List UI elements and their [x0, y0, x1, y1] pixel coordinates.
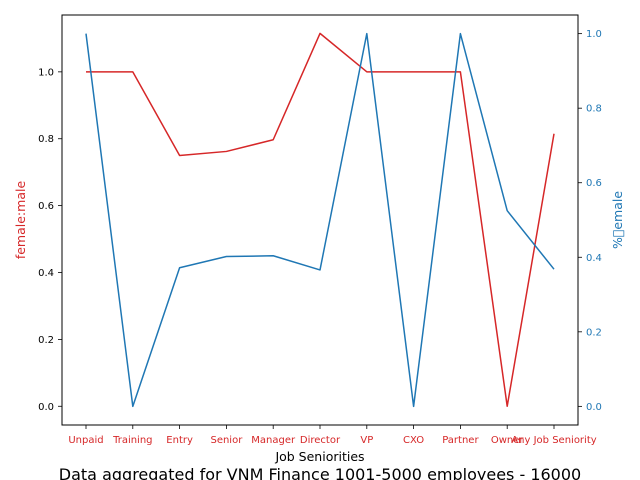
right-y-tick-label: 0.2 [586, 327, 602, 338]
x-tick-label: Manager [251, 435, 296, 446]
left-y-tick-label: 1.0 [38, 67, 54, 78]
right-y-tick-label: 0.4 [586, 253, 602, 264]
x-tick-label: Partner [442, 435, 479, 446]
x-tick-label: CXO [403, 435, 424, 446]
left-y-tick-label: 0.4 [38, 268, 54, 279]
x-tick-label: Unpaid [68, 435, 103, 446]
plot-frame [61, 14, 579, 426]
percent-female-line [85, 32, 555, 408]
right-y-tick-label: 0.8 [586, 104, 602, 115]
female-male-ratio-line [86, 32, 555, 408]
right-y-axis-ticks: 0.0 0.2 0.4 0.6 0.8 1.0 [578, 29, 602, 413]
x-tick-label: Training [112, 435, 152, 446]
left-y-tick-label: 0.2 [38, 335, 54, 346]
x-tick-label: Director [300, 435, 341, 446]
left-y-axis-label: female:male [13, 181, 28, 260]
left-y-tick-label: 0.6 [38, 201, 54, 212]
x-tick-label: Any Job Seniority [511, 435, 596, 446]
right-y-axis-label: % emale [610, 191, 625, 249]
x-tick-label: VP [360, 435, 373, 446]
x-tick-label: Owner [491, 435, 525, 446]
left-y-tick-label: 0.8 [38, 134, 54, 145]
x-axis-label: Job Seniorities [274, 449, 364, 464]
series-layer [85, 32, 555, 408]
x-tick-label: Senior [210, 435, 243, 446]
x-tick-label: Entry [166, 435, 193, 446]
left-y-axis-ticks: 0.0 0.2 0.4 0.6 0.8 1.0 [38, 67, 62, 413]
right-y-tick-label: 0.6 [586, 178, 602, 189]
left-y-tick-label: 0.0 [38, 402, 54, 413]
chart-caption: Data aggregated for VNM Finance 1001-500… [59, 465, 581, 480]
x-axis-ticks: Unpaid Training Entry Senior Manager Director… [68, 425, 597, 446]
right-y-tick-label: 1.0 [586, 29, 602, 40]
right-y-tick-label: 0.0 [586, 402, 602, 413]
